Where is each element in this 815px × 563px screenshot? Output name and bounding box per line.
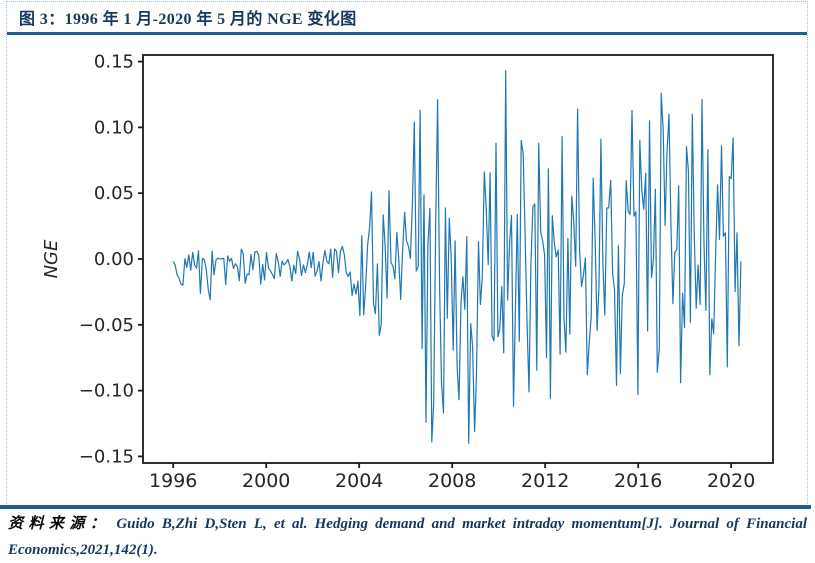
source-citation-text: Guido B,Zhi D,Sten L, et al. Hedging dem… [116, 516, 807, 532]
figure-box: 图 3：1996 年 1 月-2020 年 5 月的 NGE 变化图 [6, 1, 808, 506]
title-separator-rule [7, 32, 807, 35]
bottom-separator-rule [0, 505, 811, 509]
source-citation-line2: Economics,2021,142(1). [8, 542, 158, 558]
figure-title: 图 3：1996 年 1 月-2020 年 5 月的 NGE 变化图 [19, 11, 357, 28]
source-label: 资料来源： [8, 516, 111, 532]
source-citation: 资料来源： Guido B,Zhi D,Sten L, et al. Hedgin… [8, 511, 807, 563]
figure-title-bar: 图 3：1996 年 1 月-2020 年 5 月的 NGE 变化图 [7, 2, 807, 32]
source-citation-line1: 资料来源： Guido B,Zhi D,Sten L, et al. Hedgin… [8, 511, 807, 537]
